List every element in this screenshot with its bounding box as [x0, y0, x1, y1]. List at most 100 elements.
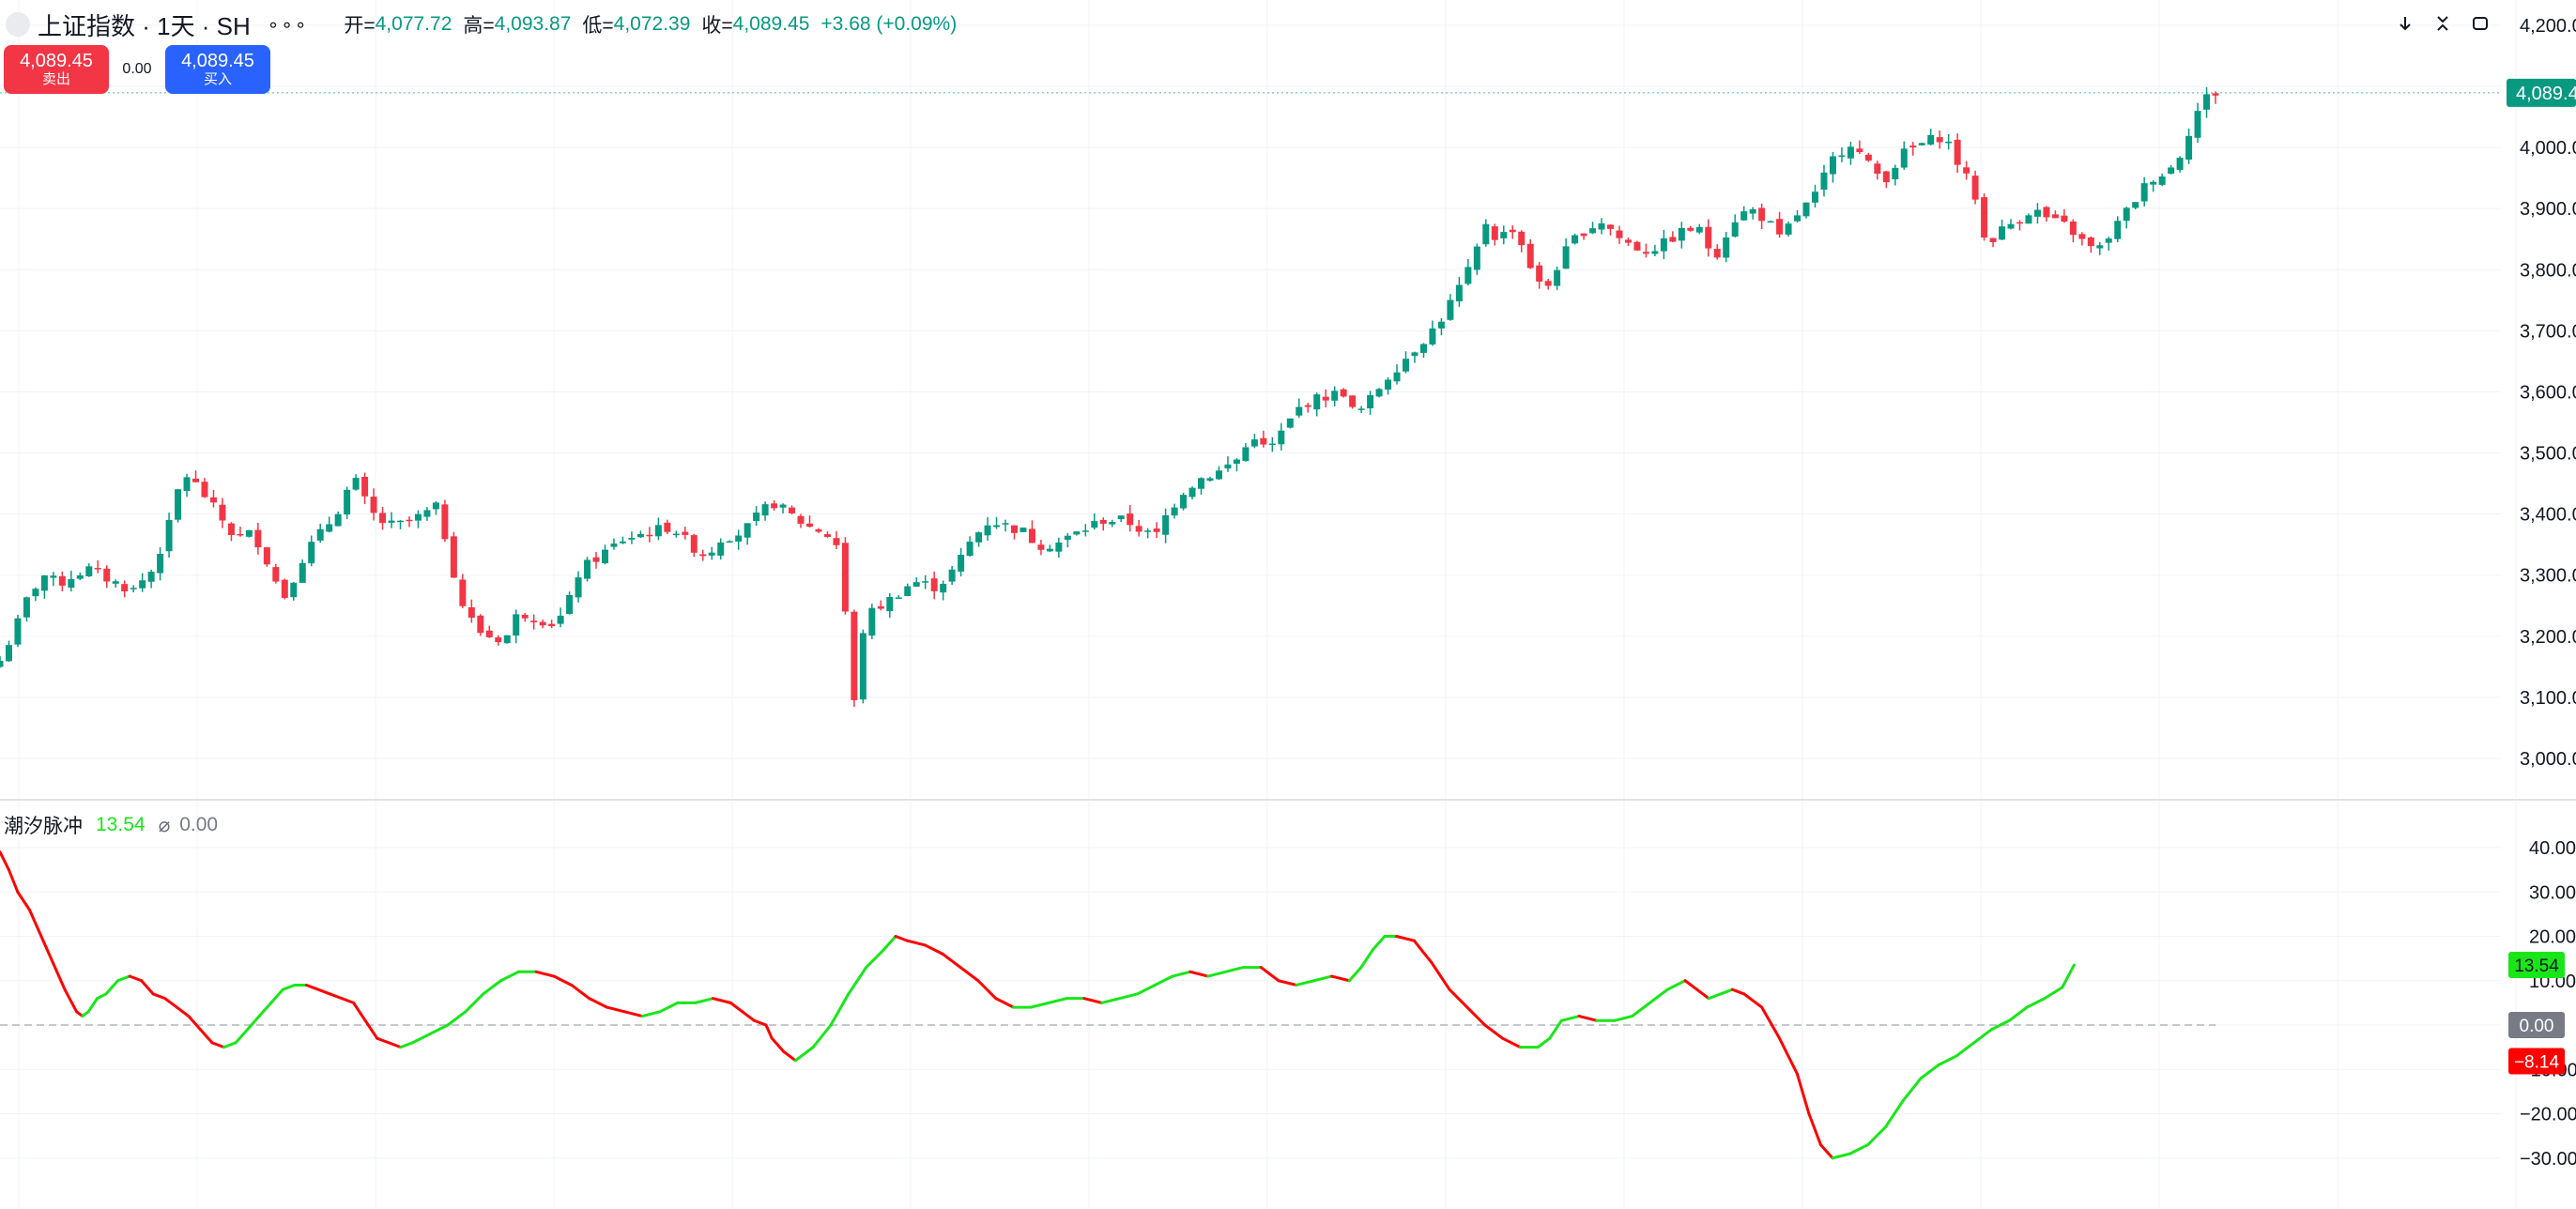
candle-body	[922, 581, 929, 583]
candle-body	[877, 605, 884, 609]
candle-body	[1820, 172, 1828, 190]
price-axis[interactable]: 3,000.00 3,100.00 3,200.00 3,300.00 3,400.00…	[2507, 16, 2576, 1170]
candle-body	[1607, 224, 1615, 229]
osc-line-segment	[741, 1010, 756, 1022]
candle-body	[1322, 396, 1329, 401]
osc-line-segment	[1559, 1015, 1581, 1022]
osc-line-segment	[1613, 1015, 1634, 1022]
collapse-icon[interactable]	[2424, 8, 2461, 39]
candle-body	[1278, 430, 1285, 445]
osc-line-segment	[27, 908, 43, 938]
osc-line-segment	[770, 1036, 786, 1053]
sell-button[interactable]: 4,089.45 卖出	[4, 45, 109, 94]
osc-line-segment	[906, 939, 927, 947]
osc-line-segment	[1501, 1036, 1522, 1049]
osc-line-segment	[1206, 970, 1228, 978]
candle-body	[895, 597, 902, 599]
candle-body	[1437, 321, 1445, 329]
maximize-icon[interactable]	[2461, 8, 2499, 39]
candle-body	[1695, 226, 1703, 233]
candle-body	[1713, 249, 1721, 258]
candle-body	[1304, 405, 1311, 407]
candle-body	[2176, 157, 2184, 170]
osc-line-segment	[499, 970, 520, 983]
osc-line-segment	[1430, 961, 1451, 991]
change-value: +3.68 (+0.09%)	[820, 13, 958, 35]
oscillator-pane[interactable]	[0, 850, 2216, 1160]
candle-body	[1526, 243, 1534, 268]
osc-line-segment	[1330, 974, 1351, 983]
candle-body	[1073, 531, 1081, 535]
candle-body	[984, 525, 991, 536]
candle-body	[1856, 148, 1863, 153]
candle-body	[1268, 443, 1276, 446]
osc-line-segment	[811, 1023, 833, 1049]
price-tick-label: 3,000.00	[2520, 749, 2576, 770]
candle-body	[1296, 406, 1303, 416]
osc-tick-label: −20.00	[2520, 1105, 2576, 1125]
buy-button[interactable]: 4,089.45 买入	[165, 45, 270, 94]
candle-body	[459, 579, 467, 606]
ohlc-values: 开= 4,077.72 高= 4,093.87 低= 4,072.39 收= 4…	[344, 10, 957, 38]
candle-body	[1127, 513, 1134, 526]
last-price-badge	[2507, 78, 2576, 107]
candle-body	[1572, 235, 1579, 244]
candle-body	[539, 621, 546, 626]
osc-line-segment	[352, 1001, 367, 1022]
price-tick-label: 3,800.00	[2520, 260, 2576, 281]
candle-body	[1411, 352, 1418, 357]
osc-line-segment	[7, 868, 20, 894]
osc-line-segment	[340, 997, 356, 1004]
candle-body	[1260, 437, 1267, 445]
candle-body	[2033, 209, 2041, 217]
candle-body	[2051, 214, 2059, 219]
candle-body	[1028, 528, 1035, 543]
osc-line-segment	[640, 1010, 662, 1018]
osc-line-segment	[1760, 1005, 1782, 1040]
candle-body	[1963, 167, 1970, 174]
candle-body	[1367, 395, 1374, 408]
osc-line-segment	[1955, 1041, 1976, 1058]
osc-line-segment	[39, 935, 54, 965]
candle-body	[1624, 239, 1632, 243]
more-options-icon[interactable]: ∘∘∘	[267, 14, 309, 36]
candle-body	[1242, 447, 1250, 462]
candle-body	[299, 562, 306, 583]
osc-line-segment	[1831, 1152, 1852, 1160]
osc-line-segment	[622, 1010, 644, 1018]
candle-body	[1429, 328, 1436, 344]
candle-body	[201, 482, 208, 497]
candle-body	[290, 582, 298, 598]
symbol-selector[interactable]: 上证指数 · 1天 · SH ∘∘∘	[0, 7, 317, 42]
candle-body	[904, 586, 912, 596]
candle-body	[2203, 94, 2211, 110]
candle-body	[886, 597, 894, 612]
osc-line-segment	[1465, 1005, 1487, 1027]
candle-body	[1393, 372, 1401, 382]
candle-body	[468, 606, 475, 618]
price-tick-label: 3,900.00	[2520, 199, 2576, 220]
osc-line-segment	[1548, 1018, 1563, 1040]
candle-body	[548, 623, 556, 627]
indicator-name[interactable]: 潮汐脉冲	[4, 816, 83, 837]
candle-body	[1785, 223, 1792, 235]
candle-body	[1705, 226, 1712, 249]
high-label: 高=	[463, 15, 495, 37]
candle-body	[530, 620, 538, 622]
candle-body	[1999, 226, 2006, 240]
candle-body	[859, 633, 866, 700]
candle-body	[975, 532, 983, 543]
arrow-down-icon[interactable]	[2386, 8, 2424, 39]
candle-body	[610, 543, 618, 547]
indicator-legend: 潮汐脉冲 13.54 ⌀ 0.00	[4, 811, 218, 839]
price-pane[interactable]	[0, 86, 2501, 708]
candle-body	[23, 597, 30, 618]
candle-body	[1491, 226, 1498, 240]
candle-body	[344, 489, 351, 515]
candle-body	[966, 542, 974, 557]
osc-tick-label: −30.00	[2520, 1149, 2576, 1170]
candle-body	[1536, 265, 1543, 283]
candle-body	[1874, 163, 1881, 175]
candle-body	[175, 489, 182, 520]
